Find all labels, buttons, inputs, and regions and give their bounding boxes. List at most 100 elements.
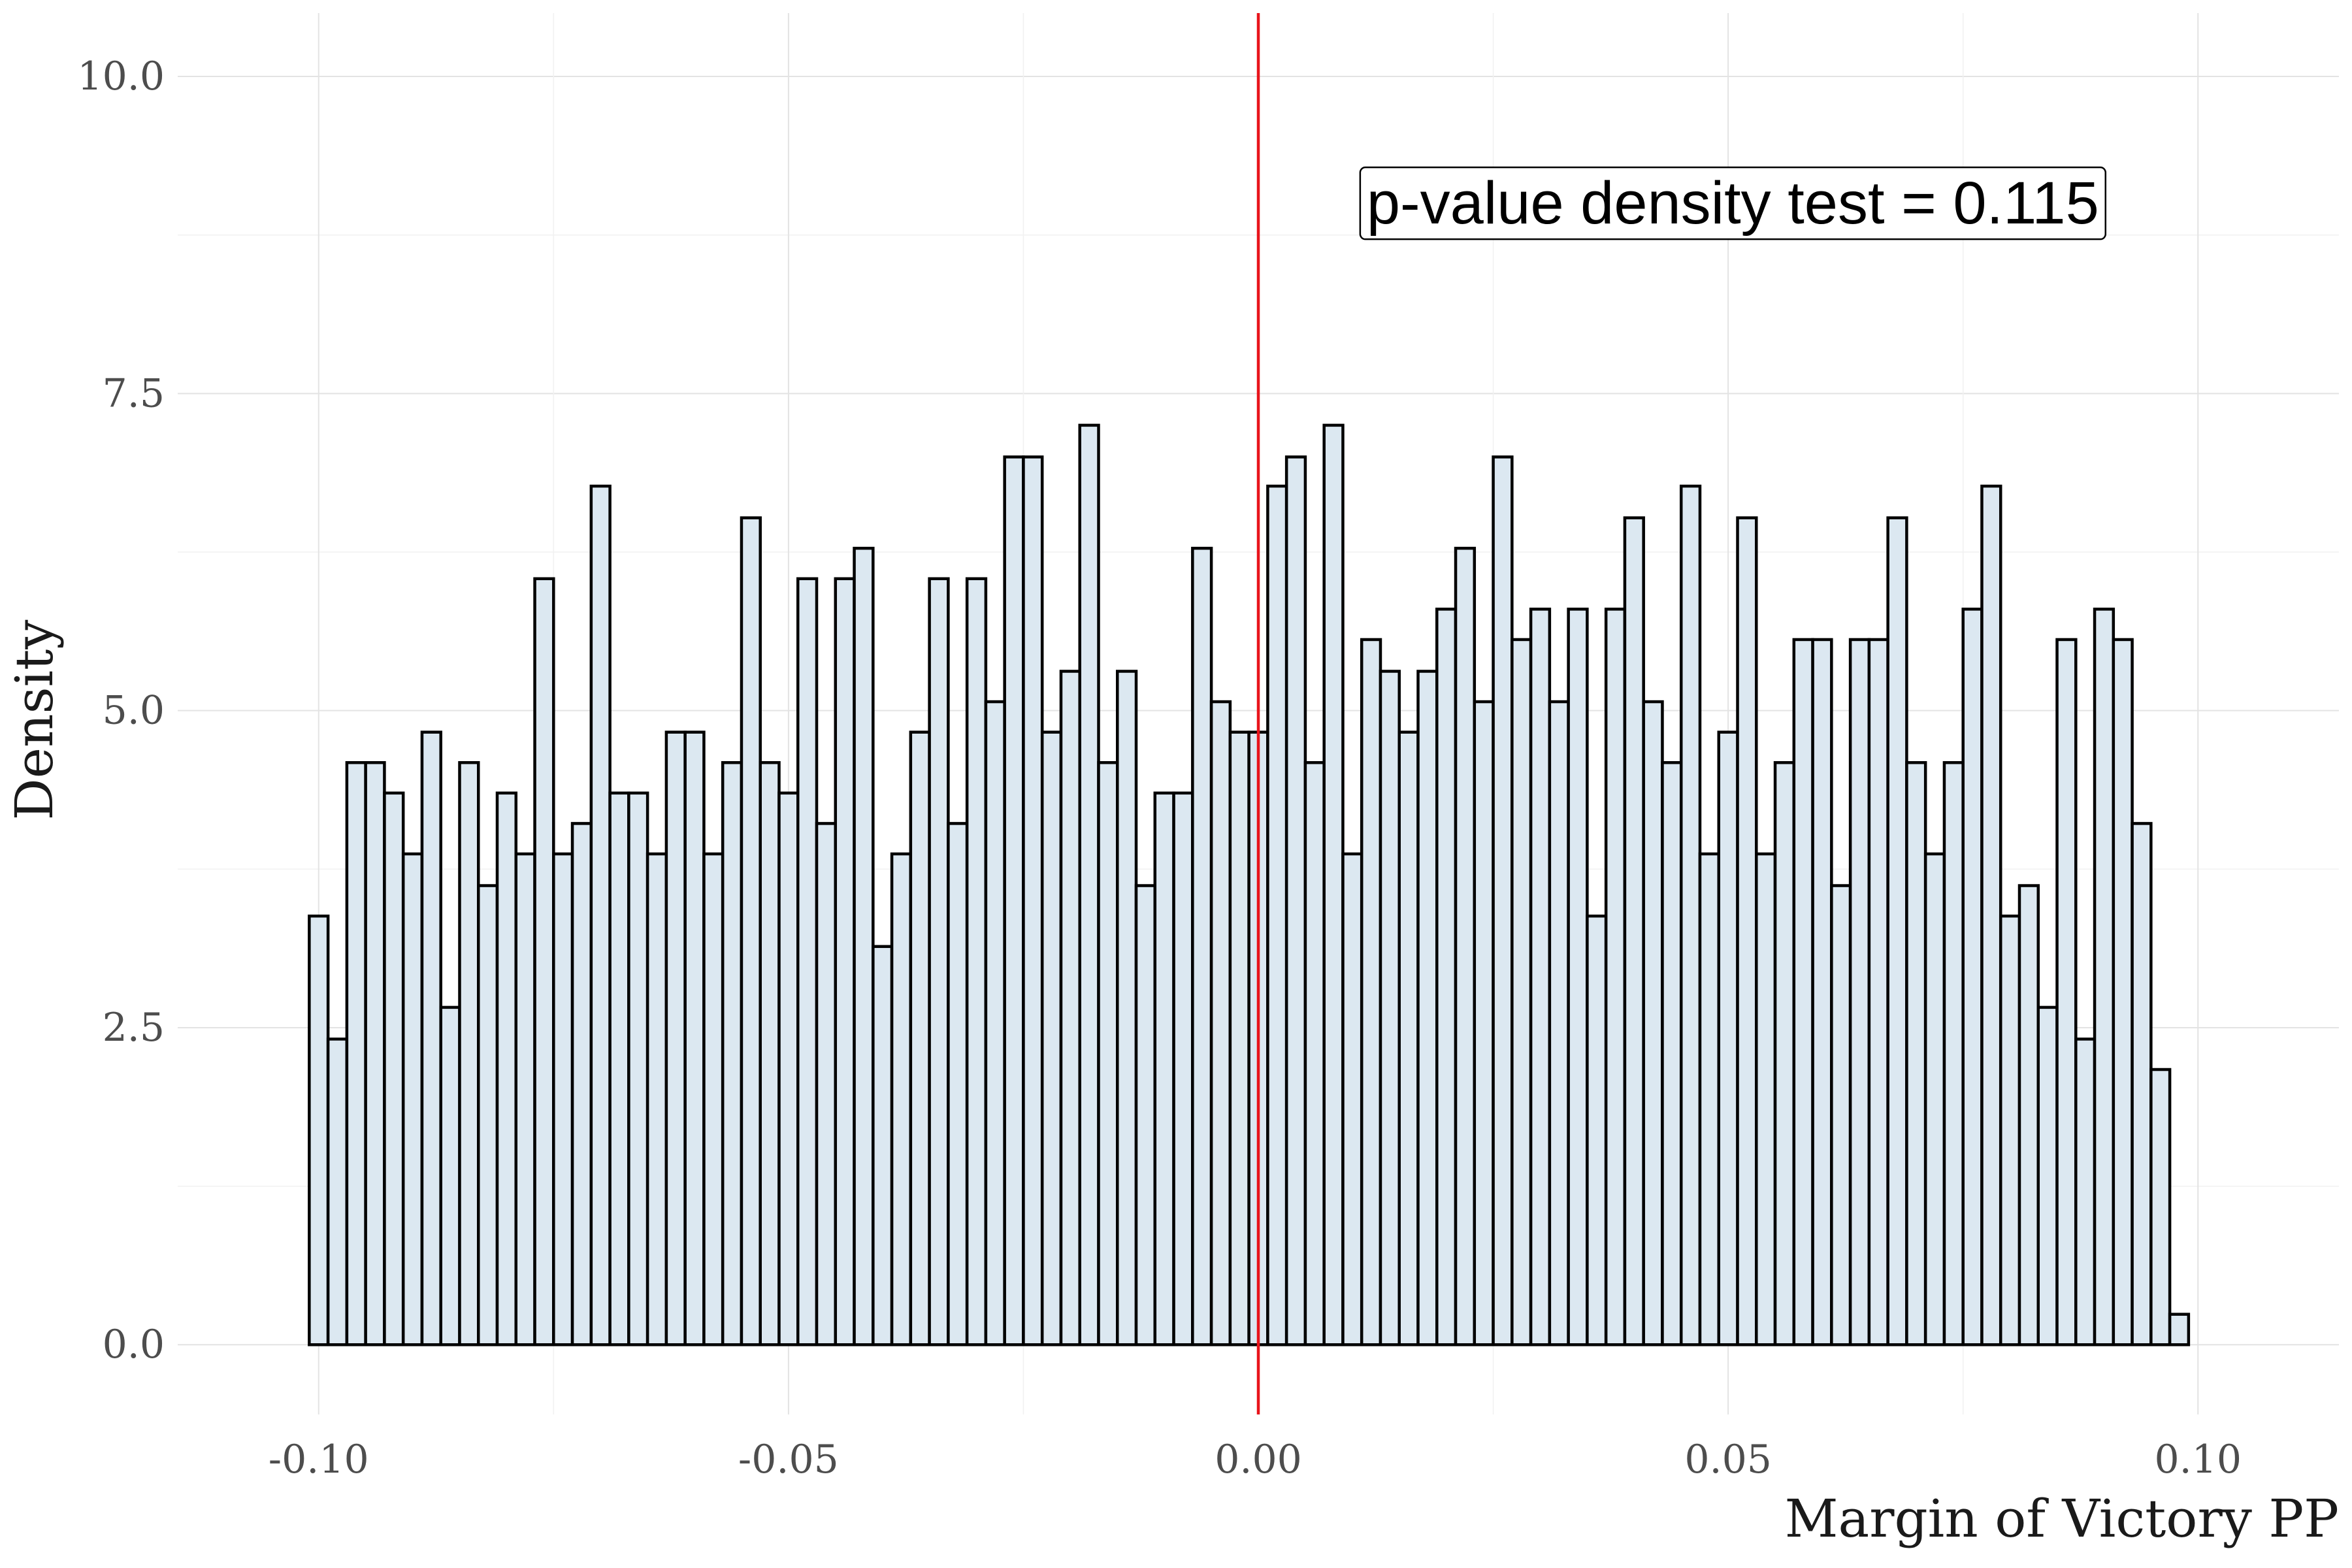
x-tick-label: 0.00 [1215, 1437, 1302, 1482]
histogram-bar [1905, 760, 1927, 1347]
histogram-bar [2149, 1068, 2172, 1347]
histogram-bar [1661, 760, 1683, 1347]
histogram-bar [2074, 1037, 2097, 1347]
histogram-bar [308, 914, 330, 1347]
histogram-bar [1116, 670, 1138, 1347]
histogram-bar [345, 760, 367, 1347]
histogram-bar [1059, 670, 1081, 1347]
histogram-bar [570, 822, 593, 1347]
y-tick-label: 2.5 [103, 1005, 165, 1051]
histogram-bar [890, 852, 913, 1347]
histogram-bar [965, 577, 988, 1347]
histogram-bar [834, 577, 856, 1347]
histogram-bar [1623, 516, 1645, 1347]
histogram-bar [1830, 884, 1852, 1347]
histogram-bar [909, 730, 931, 1347]
histogram-bar [1642, 700, 1664, 1347]
histogram-bar [1923, 852, 1946, 1347]
histogram-bar [928, 577, 950, 1347]
annotation-box [1359, 166, 2107, 240]
x-tick-label: -0.10 [269, 1437, 369, 1482]
annotation-group: p-value density test = 0.115 [1359, 166, 2107, 240]
histogram-bar [1792, 638, 1814, 1347]
histogram-bar [984, 700, 1006, 1347]
histogram-bar [2036, 1005, 2059, 1347]
histogram-bar [1886, 516, 1908, 1347]
histogram-bar [1736, 516, 1758, 1347]
x-axis-title: Margin of Victory PP [1785, 1488, 2339, 1549]
histogram-bar [627, 791, 649, 1347]
histogram-bar [2168, 1313, 2191, 1347]
histogram-bar [645, 852, 668, 1347]
histogram-bar [1303, 760, 1326, 1347]
histogram-bar [740, 516, 762, 1347]
y-axis-title: Density [4, 620, 65, 821]
histogram-bar [1511, 638, 1533, 1347]
histogram-bar [1341, 852, 1364, 1347]
histogram-bar [1980, 484, 2002, 1347]
histogram-bar [1755, 852, 1777, 1347]
histogram-bar [1191, 546, 1213, 1347]
histogram-bar [1435, 608, 1458, 1347]
histogram-bar [1548, 700, 1570, 1347]
histogram-bar [683, 730, 706, 1347]
histogram-bar [533, 577, 555, 1347]
histogram-bar [1134, 884, 1157, 1347]
histogram-bar [1961, 608, 1984, 1347]
histogram-bar [1379, 670, 1401, 1347]
histogram-bar [514, 852, 536, 1347]
histogram-bar [2055, 638, 2078, 1347]
histogram-bar [364, 760, 386, 1347]
histogram-bar [1266, 484, 1288, 1347]
histogram-bar [1209, 700, 1232, 1347]
histogram-bar [853, 546, 875, 1347]
histogram-bar [1698, 852, 1720, 1347]
histogram-bar [702, 852, 725, 1347]
histogram-bar [759, 760, 781, 1347]
histogram-bar [1040, 730, 1063, 1347]
histogram-bar [1567, 608, 1589, 1347]
histogram-bar [1867, 638, 1889, 1347]
histogram-bar [1022, 455, 1044, 1347]
histogram-bar [1416, 670, 1439, 1347]
y-tick-label: 7.5 [103, 370, 165, 416]
x-tick-label: 0.10 [2154, 1437, 2242, 1482]
y-tick-label: 10.0 [77, 54, 165, 99]
y-tick-label: 5.0 [103, 688, 165, 734]
histogram-bar [1679, 484, 1702, 1347]
histogram-bar [2131, 822, 2153, 1347]
histogram-bar [1942, 760, 1965, 1347]
histogram-bar [1228, 730, 1250, 1347]
histogram-bar [1360, 638, 1382, 1347]
histogram-bar [1172, 791, 1194, 1347]
histogram-bar [1717, 730, 1739, 1347]
histogram-bar [2017, 884, 2040, 1347]
histogram-bar [1811, 638, 1833, 1347]
histogram-bar [2112, 638, 2134, 1347]
histogram-bar [476, 884, 499, 1347]
histogram-bars [308, 423, 2191, 1347]
x-tick-label: -0.05 [738, 1437, 839, 1482]
histogram-bar [1454, 546, 1477, 1347]
histogram-bar [1284, 455, 1307, 1347]
histogram-bar [664, 730, 687, 1347]
histogram-bar [947, 822, 969, 1347]
y-tick-label: 0.0 [103, 1322, 165, 1367]
histogram-bar [777, 791, 800, 1347]
y-axis-tick-labels: 0.0 2.5 5.0 7.5 10.0 [77, 54, 165, 1367]
histogram-bar [1397, 730, 1420, 1347]
annotation-text: p-value density test = 0.115 [1367, 170, 2099, 237]
histogram-bar [608, 791, 630, 1347]
histogram-bar [1078, 423, 1100, 1347]
histogram-bar [796, 577, 819, 1347]
histogram-bar [589, 484, 612, 1347]
histogram-bar [401, 852, 424, 1347]
histogram-bar [458, 760, 480, 1347]
histogram-bar [552, 852, 574, 1347]
x-tick-label: 0.05 [1684, 1437, 1772, 1482]
histogram-bar [1097, 760, 1119, 1347]
histogram-bar [721, 760, 743, 1347]
histogram-bar [495, 791, 518, 1347]
histogram-bar [326, 1037, 349, 1347]
